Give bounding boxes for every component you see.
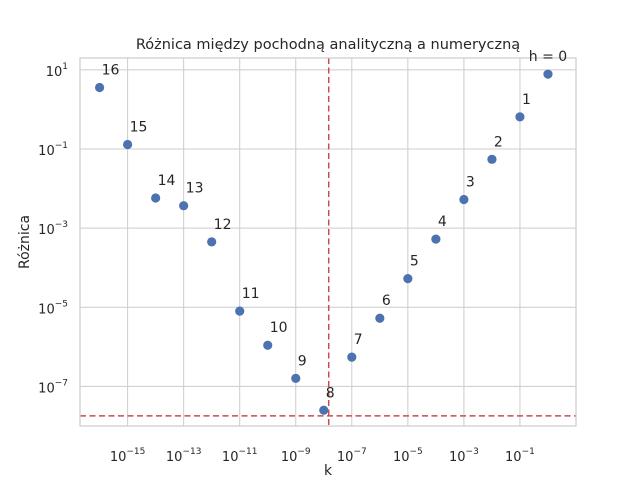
data-point [235, 306, 245, 316]
point-label: 12 [214, 217, 232, 233]
y-tick-label: 10−5 [38, 299, 68, 317]
point-label: 8 [326, 385, 335, 401]
x-tick-label: 10−7 [337, 447, 367, 465]
x-tick-exponent: −3 [466, 447, 479, 457]
y-tick-exponent: −5 [55, 299, 68, 309]
x-tick-base: 10 [281, 450, 298, 465]
y-tick-base: 10 [38, 381, 55, 396]
point-label: 10 [270, 320, 288, 336]
x-tick-label: 10−15 [110, 447, 146, 465]
point-label: 4 [438, 214, 447, 230]
x-tick-exponent: −11 [238, 447, 257, 457]
y-tick-base: 10 [46, 65, 63, 80]
point-label: 2 [494, 134, 503, 150]
y-tick-exponent: −1 [55, 141, 68, 151]
data-point [543, 69, 553, 79]
data-point [319, 405, 329, 415]
data-point [207, 237, 217, 247]
y-tick-label: 10−1 [38, 141, 68, 159]
x-tick-base: 10 [166, 450, 183, 465]
x-axis-title: k [324, 463, 333, 479]
point-label: 16 [102, 62, 120, 78]
y-tick-base: 10 [38, 302, 55, 317]
point-label: 6 [382, 293, 391, 309]
y-axis-title: Różnica [17, 215, 33, 269]
x-tick-base: 10 [222, 450, 239, 465]
data-point [515, 112, 525, 122]
plot-frame [79, 57, 577, 427]
x-tick-label: 10−5 [393, 447, 423, 465]
data-point [375, 313, 385, 323]
point-label: 5 [410, 254, 419, 270]
x-tick-base: 10 [393, 450, 410, 465]
scatter-points [94, 69, 553, 415]
y-tick-exponent: −7 [55, 378, 68, 388]
y-tick-label: 10−7 [38, 378, 68, 396]
data-point [263, 340, 273, 350]
y-tick-base: 10 [38, 144, 55, 159]
x-tick-labels: 10−15 10−13 10−11 10−9 10−7 10−5 10−3 10−1 [110, 447, 535, 465]
data-point [179, 201, 189, 211]
x-tick-label: 10−11 [222, 447, 258, 465]
data-point [459, 194, 469, 205]
data-point [123, 139, 133, 150]
x-tick-label: 10−9 [281, 447, 311, 465]
x-tick-base: 10 [449, 450, 466, 465]
point-label: 11 [242, 286, 260, 302]
data-point [431, 234, 441, 244]
point-label: 13 [186, 181, 204, 197]
point-label: 1 [522, 92, 531, 108]
data-point [94, 82, 105, 93]
point-label: 9 [298, 353, 307, 369]
reference-lines [80, 58, 576, 426]
x-tick-label: 10−13 [166, 447, 202, 465]
data-point [487, 154, 497, 164]
point-label: 14 [158, 173, 176, 189]
x-tick-exponent: −15 [126, 447, 145, 457]
point-label: 7 [354, 332, 363, 348]
y-tick-exponent: −3 [55, 220, 68, 230]
x-tick-base: 10 [505, 450, 522, 465]
x-tick-exponent: −9 [297, 447, 311, 457]
data-point [291, 373, 301, 383]
data-point [347, 352, 357, 362]
x-tick-exponent: −13 [182, 447, 201, 457]
data-point [151, 193, 161, 203]
x-tick-label: 10−3 [449, 447, 479, 465]
data-point [403, 274, 413, 284]
x-tick-label: 10−1 [505, 447, 535, 465]
x-tick-exponent: −5 [409, 447, 422, 457]
y-tick-exponent: 1 [62, 62, 68, 72]
y-tick-base: 10 [38, 223, 55, 238]
x-tick-base: 10 [337, 450, 354, 465]
y-tick-label: 10−3 [38, 220, 68, 238]
chart-title: Różnica między pochodną analityczną a nu… [136, 37, 520, 53]
point-label: h = 0 [529, 49, 567, 65]
y-tick-label: 101 [46, 62, 68, 80]
x-tick-exponent: −7 [353, 447, 366, 457]
point-label: 15 [130, 120, 148, 136]
x-tick-base: 10 [110, 450, 127, 465]
point-label: 3 [466, 175, 475, 191]
x-tick-exponent: −1 [522, 447, 535, 457]
